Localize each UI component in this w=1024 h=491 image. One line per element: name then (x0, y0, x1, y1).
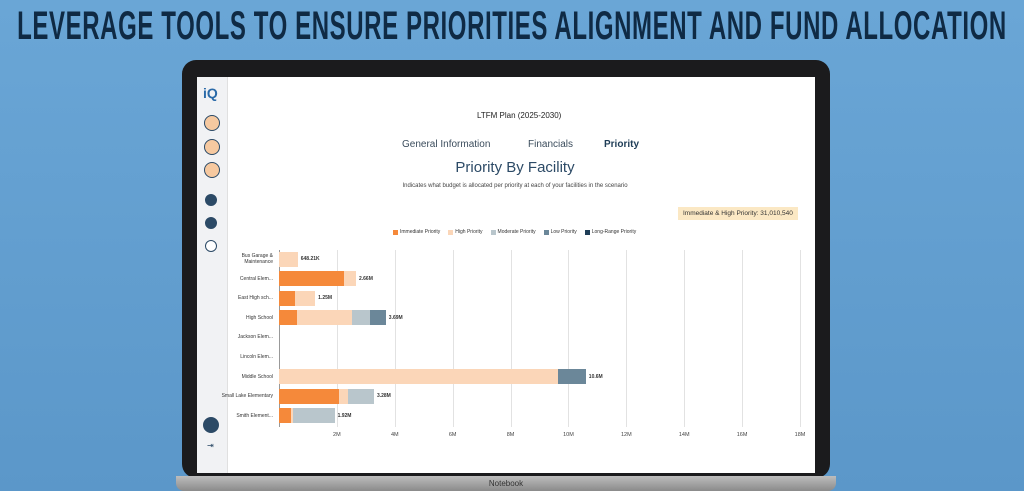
settings-icon[interactable] (205, 217, 217, 229)
legend-label: Immediate Priority (400, 229, 441, 235)
legend-label: Low Priority (550, 229, 577, 235)
legend-item: Moderate Priority (490, 229, 536, 235)
x-tick-label: 6M (448, 432, 457, 438)
grid-line (452, 250, 454, 427)
bar-segment (290, 408, 293, 424)
category-label: High School (246, 314, 273, 321)
legend-swatch (584, 229, 590, 235)
bar-segment (279, 251, 298, 267)
bar-segment (338, 388, 348, 404)
category-label: Jackson Elem... (237, 334, 273, 341)
plan-title: LTFM Plan (2025-2030) (477, 111, 562, 120)
grid-line (800, 250, 801, 427)
chart-area: LTFM Plan (2025-2030) General Information… (197, 77, 815, 473)
legend-label: Moderate Priority (497, 229, 536, 235)
logout-icon[interactable]: ⇥ (207, 441, 214, 450)
screen: iQ ⇥ LTFM Plan (2025-2030) General Inform… (197, 77, 815, 473)
tab[interactable]: General Information (402, 139, 491, 150)
legend-swatch (490, 229, 496, 235)
grid-line (336, 250, 338, 427)
category-label: Smith Element... (236, 412, 273, 419)
x-tick-label: 10M (563, 432, 574, 438)
total-label: 648.21K (300, 256, 320, 262)
x-tick-label: 12M (620, 432, 632, 438)
bar-segment (279, 408, 291, 424)
bar-segment (347, 388, 374, 404)
bar-segment (292, 408, 335, 424)
headline: LEVERAGE TOOLS TO ENSURE PRIORITIES ALIG… (17, 4, 1007, 48)
device-label: Notebook (488, 479, 524, 488)
grid-line (742, 250, 744, 427)
category-label: Middle School (241, 373, 273, 380)
laptop-base (176, 476, 836, 491)
category-label: Lincoln Elem... (240, 354, 273, 360)
total-label: 3.28M (376, 393, 391, 400)
grid-line (568, 250, 570, 427)
category-label: Small Lake Elementary (221, 393, 273, 400)
category-label: Central Elem... (239, 275, 273, 282)
grid-line (684, 250, 686, 427)
bar-segment (369, 310, 386, 326)
legend-swatch (448, 229, 454, 235)
nav-icon[interactable] (204, 115, 220, 131)
tab[interactable]: Priority (604, 139, 640, 150)
total-label: 2.66M (358, 275, 373, 282)
legend-item: High Priority (448, 229, 483, 235)
support-icon[interactable] (205, 240, 217, 252)
legend-swatch (393, 229, 398, 235)
category-label: East High sch... (237, 295, 273, 302)
bar-segment (557, 369, 586, 385)
bar-segment (351, 310, 370, 326)
x-tick-label: 4M (390, 432, 399, 438)
summary-badge: Immediate & High Priority: 31,010,540 (678, 207, 798, 220)
legend-item: Long-Range Priority (584, 229, 637, 235)
grid-line (394, 250, 396, 427)
x-tick-label: 16M (736, 432, 748, 438)
sidebar: iQ ⇥ (197, 77, 228, 473)
x-tick-label: 2M (333, 432, 341, 438)
legend-label: Long-Range Priority (591, 229, 637, 235)
legend-swatch (543, 229, 549, 235)
x-tick-label: 8M (506, 432, 515, 438)
bar-segment (279, 388, 339, 404)
x-tick-label: 18M (794, 432, 806, 438)
bar-segment (344, 271, 356, 287)
tab[interactable]: Financials (528, 139, 574, 150)
bar-segment (279, 310, 297, 326)
grid-line (626, 250, 628, 427)
category-label: Bus Garage & Maintenance (241, 253, 273, 265)
grid-line (510, 250, 512, 427)
x-tick-label: 14M (678, 432, 690, 438)
account-icon[interactable] (203, 417, 219, 433)
user-icon[interactable] (205, 194, 217, 206)
legend-item: Immediate Priority (393, 229, 440, 235)
legend-item: Low Priority (543, 229, 577, 235)
total-label: 3.69M (388, 314, 403, 321)
bar-segment (294, 290, 316, 306)
total-label: 10.6M (588, 373, 603, 380)
nav-icon[interactable] (204, 162, 220, 178)
legend-label: High Priority (455, 229, 483, 235)
bar-segment (279, 369, 558, 385)
nav-icon[interactable] (204, 139, 220, 155)
total-label: 1.25M (318, 295, 333, 302)
bar-segment (279, 271, 345, 287)
bar-segment (279, 290, 295, 306)
logo[interactable]: iQ (203, 85, 218, 101)
chart-title: Priority By Facility (455, 159, 575, 176)
axis-line (279, 250, 280, 427)
chart-subtitle: Indicates what budget is allocated per p… (402, 183, 628, 189)
bar-segment (296, 310, 352, 326)
total-label: 1.92M (337, 412, 352, 419)
